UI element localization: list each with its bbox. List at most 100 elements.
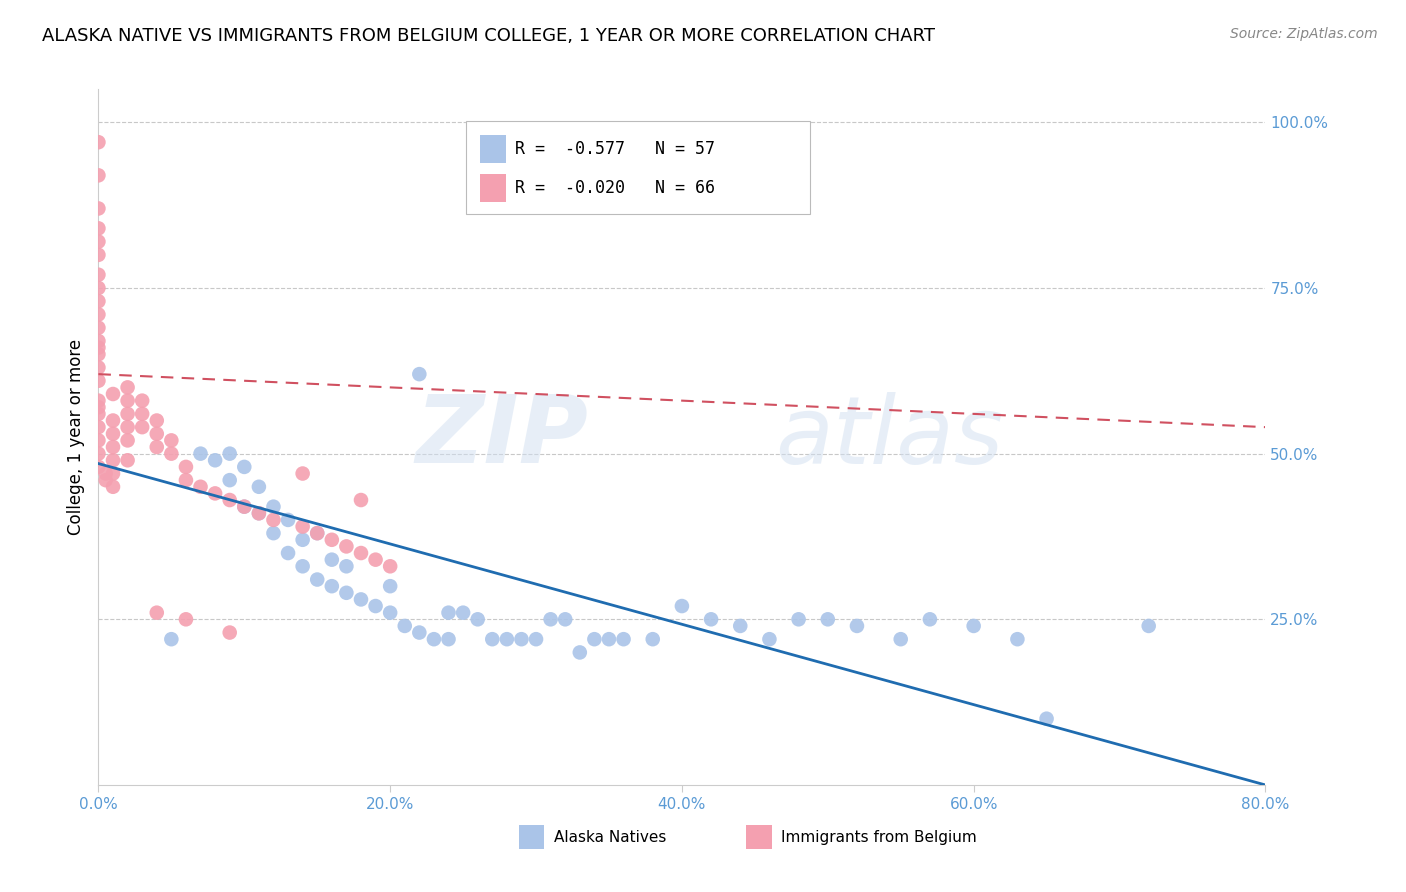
Point — [321, 533, 343, 547]
Point — [408, 367, 430, 381]
Point — [101, 480, 124, 494]
Point — [307, 526, 329, 541]
Point — [890, 632, 912, 647]
Point — [583, 632, 606, 647]
Point — [117, 434, 139, 448]
Point — [218, 625, 240, 640]
Point — [174, 459, 197, 474]
Point — [321, 579, 343, 593]
Point — [146, 413, 169, 427]
Point — [233, 500, 256, 514]
Point — [568, 645, 591, 659]
Point — [117, 420, 139, 434]
Point — [87, 347, 110, 361]
Point — [87, 401, 110, 415]
Point — [218, 493, 240, 508]
Point — [233, 500, 256, 514]
Point — [291, 467, 314, 481]
Point — [101, 453, 124, 467]
Text: atlas: atlas — [775, 392, 1004, 483]
Point — [117, 453, 139, 467]
Point — [394, 619, 416, 633]
FancyBboxPatch shape — [479, 135, 506, 162]
Point — [174, 473, 197, 487]
Point — [700, 612, 723, 626]
Point — [87, 320, 110, 334]
Point — [131, 393, 153, 408]
Point — [87, 169, 110, 183]
Point — [350, 493, 373, 508]
Text: Source: ZipAtlas.com: Source: ZipAtlas.com — [1230, 27, 1378, 41]
Point — [554, 612, 576, 626]
Point — [204, 486, 226, 500]
Point — [540, 612, 562, 626]
Point — [174, 612, 197, 626]
Point — [87, 360, 110, 375]
Point — [247, 480, 270, 494]
FancyBboxPatch shape — [479, 174, 506, 202]
Point — [277, 513, 299, 527]
Point — [437, 606, 460, 620]
Point — [408, 625, 430, 640]
Point — [247, 506, 270, 520]
Point — [524, 632, 547, 647]
Text: R =  -0.577   N = 57: R = -0.577 N = 57 — [515, 140, 716, 158]
Point — [131, 407, 153, 421]
Point — [101, 426, 124, 441]
Point — [1007, 632, 1029, 647]
Point — [87, 434, 110, 448]
Point — [817, 612, 839, 626]
FancyBboxPatch shape — [519, 825, 544, 849]
Point — [117, 393, 139, 408]
Point — [1035, 712, 1057, 726]
Point — [380, 606, 402, 620]
Point — [350, 592, 373, 607]
Point — [1137, 619, 1160, 633]
FancyBboxPatch shape — [465, 120, 810, 214]
Point — [87, 447, 110, 461]
Point — [423, 632, 446, 647]
Point — [87, 281, 110, 295]
FancyBboxPatch shape — [747, 825, 772, 849]
Point — [160, 447, 183, 461]
Point — [101, 413, 124, 427]
Point — [787, 612, 810, 626]
Point — [87, 294, 110, 309]
Point — [641, 632, 664, 647]
Point — [87, 334, 110, 348]
Point — [190, 447, 212, 461]
Point — [146, 426, 169, 441]
Point — [87, 135, 110, 149]
Point — [467, 612, 489, 626]
Point — [87, 420, 110, 434]
Point — [918, 612, 941, 626]
Point — [307, 526, 329, 541]
Point — [758, 632, 780, 647]
Point — [117, 380, 139, 394]
Point — [510, 632, 533, 647]
Point — [496, 632, 519, 647]
Point — [262, 526, 284, 541]
Point — [117, 407, 139, 421]
Point — [87, 248, 110, 262]
Point — [87, 235, 110, 249]
Point — [160, 434, 183, 448]
Point — [94, 473, 117, 487]
Point — [335, 586, 357, 600]
Point — [291, 519, 314, 533]
Point — [307, 573, 329, 587]
Point — [437, 632, 460, 647]
Point — [87, 459, 110, 474]
Point — [101, 440, 124, 454]
Point — [101, 387, 124, 401]
Point — [146, 606, 169, 620]
Point — [204, 453, 226, 467]
Point — [612, 632, 634, 647]
Point — [364, 552, 387, 566]
Point — [321, 552, 343, 566]
Text: ZIP: ZIP — [416, 391, 589, 483]
Point — [87, 407, 110, 421]
Point — [380, 559, 402, 574]
Point — [131, 420, 153, 434]
Point — [233, 459, 256, 474]
